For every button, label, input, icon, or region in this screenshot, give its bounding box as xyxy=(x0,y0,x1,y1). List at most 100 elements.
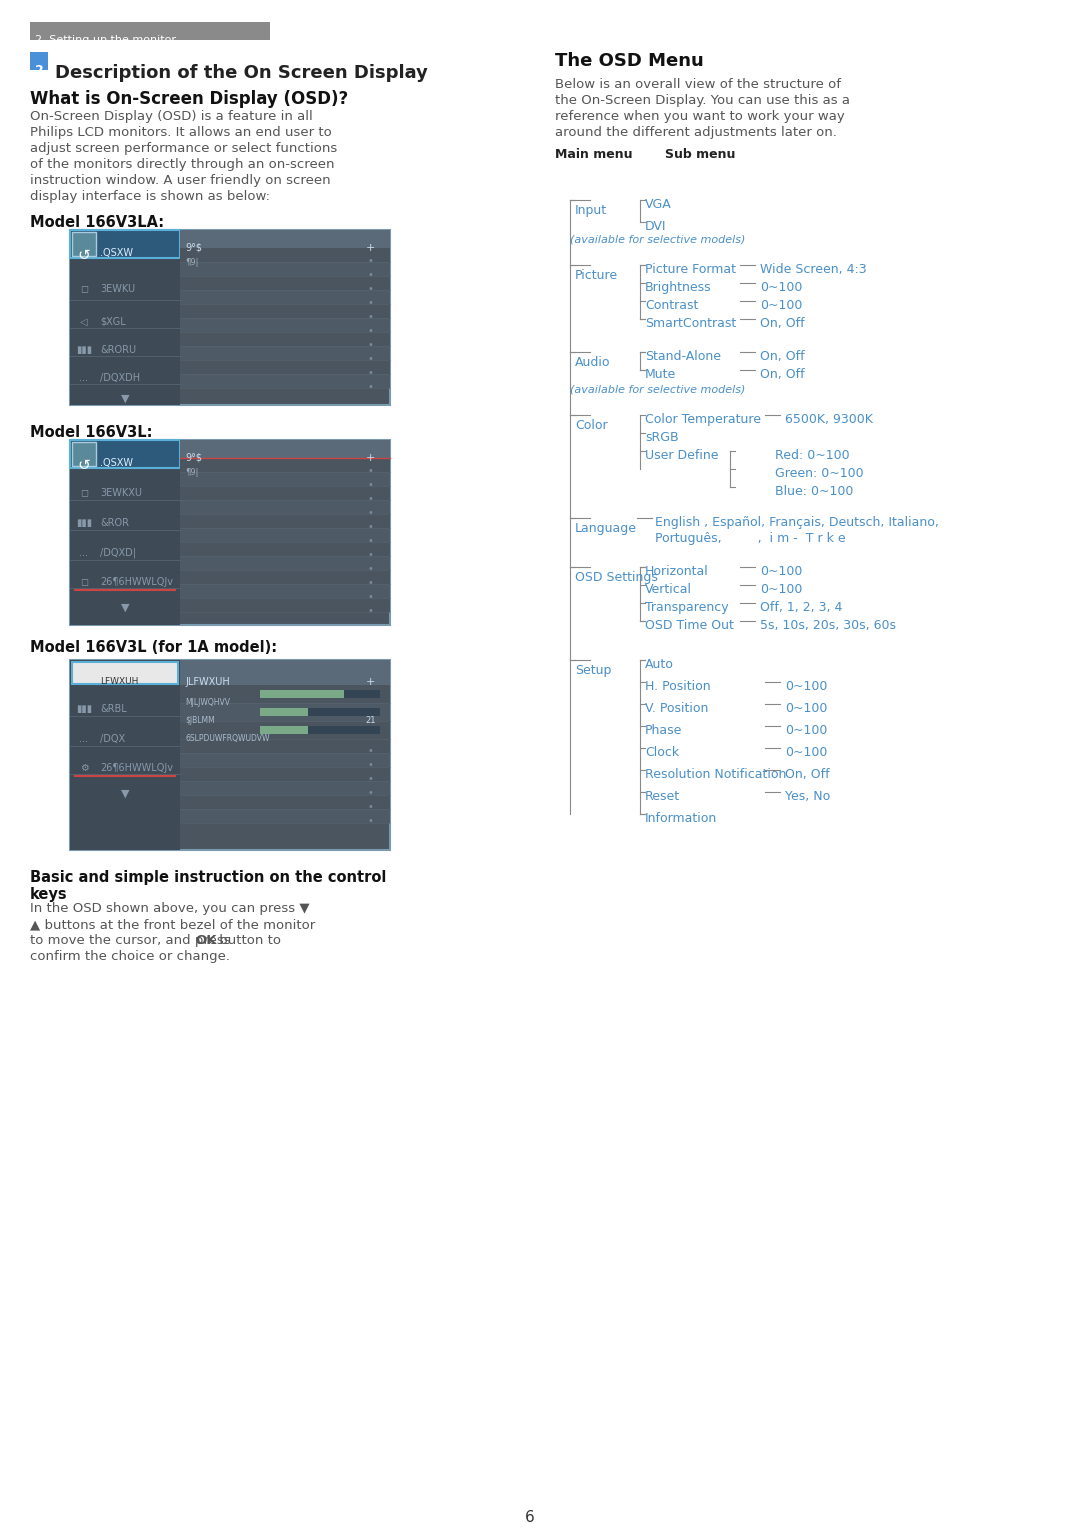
Text: Information: Information xyxy=(645,812,717,826)
Text: Auto: Auto xyxy=(645,659,674,671)
Text: Setup: Setup xyxy=(575,663,611,677)
Text: Below is an overall view of the structure of: Below is an overall view of the structur… xyxy=(555,78,841,90)
Text: Basic and simple instruction on the control
keys: Basic and simple instruction on the cont… xyxy=(30,870,387,902)
Text: OSD Time Out: OSD Time Out xyxy=(645,619,734,633)
Bar xyxy=(180,529,390,542)
Text: 0~100: 0~100 xyxy=(785,680,827,692)
Text: •: • xyxy=(367,495,373,504)
Text: •: • xyxy=(367,593,373,602)
Text: 9°$: 9°$ xyxy=(185,453,202,463)
Bar xyxy=(180,332,390,346)
Text: Yes, No: Yes, No xyxy=(785,791,831,803)
Text: +: + xyxy=(365,244,375,253)
Bar xyxy=(180,290,390,303)
Text: 26¶6HWWLQJv: 26¶6HWWLQJv xyxy=(100,578,173,587)
Bar xyxy=(70,440,390,625)
Text: .QSXW: .QSXW xyxy=(100,458,133,467)
Text: /DQXDH: /DQXDH xyxy=(100,372,140,383)
Text: SmartContrast: SmartContrast xyxy=(645,317,737,329)
Text: Color Temperature: Color Temperature xyxy=(645,414,761,426)
Bar xyxy=(180,570,390,584)
Text: ▼: ▼ xyxy=(121,789,130,800)
Text: ...: ... xyxy=(80,734,89,745)
Text: sRGB: sRGB xyxy=(645,430,678,444)
Bar xyxy=(180,722,390,738)
Bar xyxy=(260,726,308,734)
Text: ◻: ◻ xyxy=(80,489,89,498)
Text: User Define: User Define xyxy=(645,449,718,463)
Bar xyxy=(70,660,390,850)
Text: •: • xyxy=(367,326,373,337)
Text: •: • xyxy=(367,774,373,784)
Bar xyxy=(180,248,390,262)
Text: •: • xyxy=(367,536,373,547)
Text: Transparency: Transparency xyxy=(645,601,729,614)
Bar xyxy=(180,584,390,597)
Text: 3EWKXU: 3EWKXU xyxy=(100,489,141,498)
Text: reference when you want to work your way: reference when you want to work your way xyxy=(555,110,845,123)
Text: ◻: ◻ xyxy=(80,283,89,294)
Text: •: • xyxy=(367,313,373,322)
Text: &RORU: &RORU xyxy=(100,345,136,355)
Bar xyxy=(180,486,390,499)
Bar xyxy=(72,231,96,256)
Text: 2: 2 xyxy=(35,64,43,77)
Text: •: • xyxy=(367,340,373,351)
Bar xyxy=(180,660,390,685)
Text: $XGL: $XGL xyxy=(100,317,125,326)
Text: Picture Format: Picture Format xyxy=(645,264,735,276)
Bar xyxy=(70,355,180,385)
Text: Red: 0~100: Red: 0~100 xyxy=(775,449,850,463)
Bar xyxy=(70,328,180,355)
Bar xyxy=(70,230,390,404)
Text: &ROR: &ROR xyxy=(100,518,129,529)
Text: •: • xyxy=(367,522,373,533)
Text: Audio: Audio xyxy=(575,355,610,369)
Bar xyxy=(72,443,96,466)
Bar xyxy=(180,499,390,515)
Text: •: • xyxy=(367,787,373,798)
Bar xyxy=(260,689,380,699)
Bar xyxy=(70,686,180,715)
Bar xyxy=(70,300,180,328)
Text: Input: Input xyxy=(575,204,607,218)
Bar xyxy=(70,230,180,257)
Bar xyxy=(180,319,390,332)
Bar xyxy=(180,781,390,795)
Text: In the OSD shown above, you can press ▼: In the OSD shown above, you can press ▼ xyxy=(30,902,310,915)
Bar xyxy=(70,530,180,561)
Text: English , Español, Français, Deutsch, Italiano,: English , Español, Français, Deutsch, It… xyxy=(654,516,939,529)
Text: Main menu: Main menu xyxy=(555,149,633,161)
Text: around the different adjustments later on.: around the different adjustments later o… xyxy=(555,126,837,139)
Text: +: + xyxy=(365,453,375,463)
Bar xyxy=(180,556,390,570)
Text: (available for selective models): (available for selective models) xyxy=(570,234,745,245)
Bar xyxy=(180,597,390,611)
Text: Model 166V3L:: Model 166V3L: xyxy=(30,424,152,440)
Bar xyxy=(180,346,390,360)
Text: V. Position: V. Position xyxy=(645,702,708,715)
Text: Picture: Picture xyxy=(575,270,618,282)
Text: 0~100: 0~100 xyxy=(760,299,802,313)
Text: Resolution Notification: Resolution Notification xyxy=(645,768,786,781)
Text: /DQX: /DQX xyxy=(100,734,125,745)
Text: Blue: 0~100: Blue: 0~100 xyxy=(775,486,853,498)
Text: 0~100: 0~100 xyxy=(785,746,827,758)
Text: Wide Screen, 4:3: Wide Screen, 4:3 xyxy=(760,264,866,276)
Text: •: • xyxy=(367,466,373,476)
Text: •: • xyxy=(367,564,373,574)
Text: •: • xyxy=(367,746,373,755)
Text: 6500K, 9300K: 6500K, 9300K xyxy=(785,414,873,426)
Text: •: • xyxy=(367,256,373,267)
Text: DVI: DVI xyxy=(645,221,666,233)
Text: of the monitors directly through an on-screen: of the monitors directly through an on-s… xyxy=(30,158,335,172)
Text: ¶9|: ¶9| xyxy=(185,467,199,476)
Text: ◻: ◻ xyxy=(80,578,89,587)
Text: 3EWKU: 3EWKU xyxy=(100,283,135,294)
Bar xyxy=(180,809,390,823)
Text: •: • xyxy=(367,509,373,518)
Text: OSD Settings: OSD Settings xyxy=(575,571,658,584)
Text: On, Off: On, Off xyxy=(760,317,805,329)
Text: adjust screen performance or select functions: adjust screen performance or select func… xyxy=(30,142,337,155)
Text: 2. Setting up the monitor: 2. Setting up the monitor xyxy=(35,35,176,44)
